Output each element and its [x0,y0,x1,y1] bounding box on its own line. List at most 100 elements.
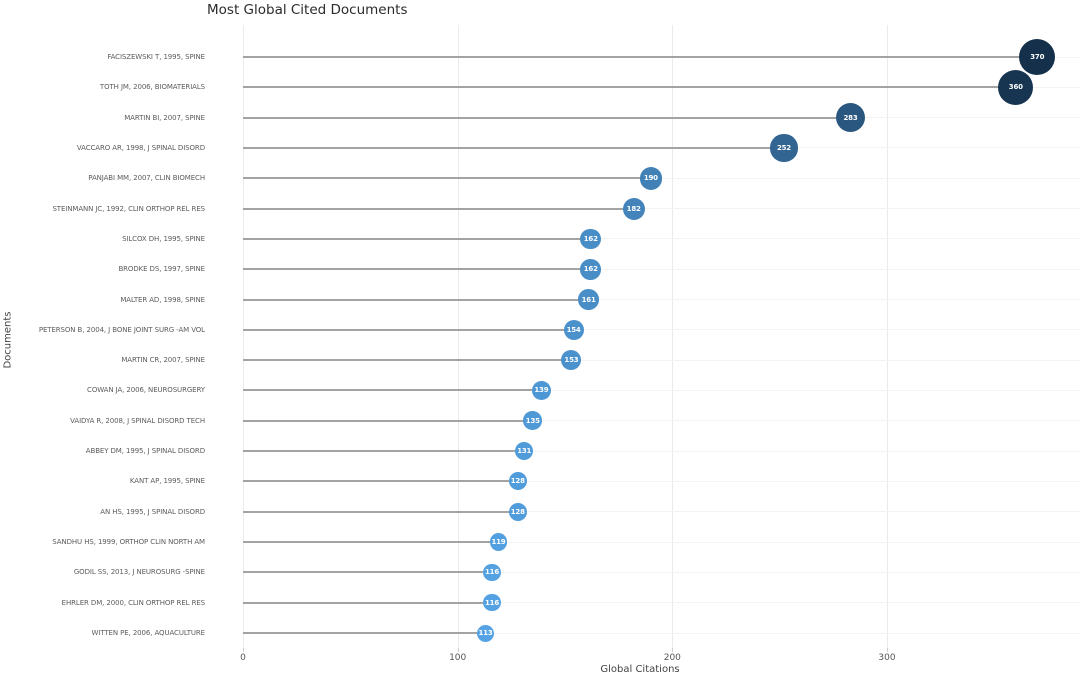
citation-value: 139 [534,386,549,395]
lollipop-stem [243,116,851,119]
document-label: PETERSON B, 2004, J BONE JOINT SURG -AM … [38,325,205,334]
document-label: EHRLER DM, 2000, CLIN ORTHOP REL RES [61,598,205,607]
lollipop-stem [243,207,634,210]
lollipop-stem [243,56,1038,58]
document-label: ABBEY DM, 1995, J SPINAL DISORD [85,447,205,456]
citation-dot[interactable]: 360 [998,69,1034,105]
document-label: AN HS, 1995, J SPINAL DISORD [100,507,205,516]
lollipop-stem [243,480,518,483]
lollipop-stem [243,541,499,544]
citation-dot[interactable]: 154 [563,319,584,340]
document-label: VACCARO AR, 1998, J SPINAL DISORD [76,143,205,152]
gridline-row [243,480,1080,482]
citation-value: 252 [776,143,791,152]
lollipop-stem [243,450,525,453]
citation-dot[interactable]: 162 [580,228,602,250]
lollipop-stem [243,237,591,240]
citation-dot[interactable]: 128 [508,472,527,491]
x-tick-mark [243,648,244,652]
gridline-row [243,208,1080,210]
document-label: MARTIN CR, 2007, SPINE [121,356,205,365]
citation-dot[interactable]: 283 [835,102,866,133]
lollipop-stem [243,419,533,422]
document-label: MARTIN BI, 2007, SPINE [124,113,205,122]
document-label: GODIL SS, 2013, J NEUROSURG -SPINE [73,568,205,577]
lollipop-stem [243,632,486,634]
gridline-row [243,420,1080,422]
gridline-row [243,268,1080,270]
citation-value: 128 [510,507,525,516]
document-label: STEINMANN JC, 1992, CLIN ORTHOP REL RES [52,204,205,213]
gridline-vertical [887,25,888,648]
gridline-row [243,541,1080,543]
citation-dot[interactable]: 131 [515,441,534,461]
document-label: PANJABI MM, 2007, CLIN BIOMECH [88,174,205,183]
lollipop-stem [243,601,493,604]
x-tick-label: 300 [878,653,896,663]
x-tick-label: 0 [240,653,246,663]
lollipop-stem [243,328,574,331]
document-label: SANDHU HS, 1999, ORTHOP CLIN NORTH AM [52,538,205,547]
document-label: VAIDYA R, 2008, J SPINAL DISORD TECH [70,416,205,425]
lollipop-stem [243,177,651,180]
citation-dot[interactable]: 139 [531,381,551,400]
document-label: SILCOX DH, 1995, SPINE [122,234,205,243]
document-label: KANT AP, 1995, SPINE [129,477,205,486]
document-label: TOTH JM, 2006, BIOMATERIALS [99,83,205,92]
document-label: WITTEN PE, 2006, AQUACULTURE [91,629,206,637]
citation-value: 131 [517,447,532,456]
gridline-row [243,450,1080,452]
gridline-row [243,359,1080,361]
document-label: BRODKE DS, 1997, SPINE [118,265,205,274]
document-label: FACISZEWSKI T, 1995, SPINE [107,53,205,61]
citation-value: 162 [583,234,598,243]
citation-dot[interactable]: 190 [639,166,663,190]
gridline-row [243,329,1080,331]
citation-value: 190 [643,174,658,183]
x-tick-mark [457,648,459,652]
lollipop-stem [243,86,1016,89]
citation-dot[interactable]: 135 [523,411,543,431]
x-tick-mark [672,648,674,652]
gridline-row [243,299,1080,301]
x-tick-mark [887,648,888,652]
lollipop-stem [243,146,784,149]
citation-dot[interactable]: 116 [483,563,501,581]
gridline-row [243,571,1080,573]
citation-value: 113 [478,629,493,637]
citation-value: 128 [510,477,525,486]
citation-value: 161 [581,295,596,304]
gridline-vertical [672,25,674,648]
citation-dot[interactable]: 252 [770,134,798,162]
citation-dot[interactable]: 370 [1019,39,1056,75]
citation-value: 154 [566,325,581,334]
y-axis-label: Documents [2,311,14,369]
document-label: COWAN JA, 2006, NEUROSURGERY [87,386,205,395]
document-label: MALTER AD, 1998, SPINE [120,295,205,304]
gridline-row [243,602,1080,604]
x-axis-label: Global Citations [600,664,680,675]
citation-value: 153 [564,356,579,365]
citation-value: 360 [1008,83,1023,92]
citation-dot[interactable]: 153 [561,350,582,371]
lollipop-stem [243,389,542,392]
citation-dot[interactable]: 119 [489,533,508,551]
lollipop-stem [243,268,591,271]
citation-dot[interactable]: 128 [508,502,527,521]
gridline-row [243,238,1080,240]
citation-dot[interactable]: 116 [483,594,501,612]
gridline-row [243,389,1080,391]
citation-value: 116 [485,568,500,577]
citation-dot[interactable]: 161 [578,289,599,310]
chart-title: Most Global Cited Documents [207,2,408,18]
gridline-row [243,511,1080,513]
x-tick-label: 200 [663,653,681,663]
citation-dot[interactable]: 182 [622,197,645,220]
citation-value: 162 [583,265,598,274]
lollipop-stem [243,359,572,362]
citation-dot[interactable]: 162 [580,258,602,280]
citation-dot[interactable]: 113 [477,624,495,642]
citation-value: 119 [491,538,506,547]
gridline-vertical [457,25,459,648]
